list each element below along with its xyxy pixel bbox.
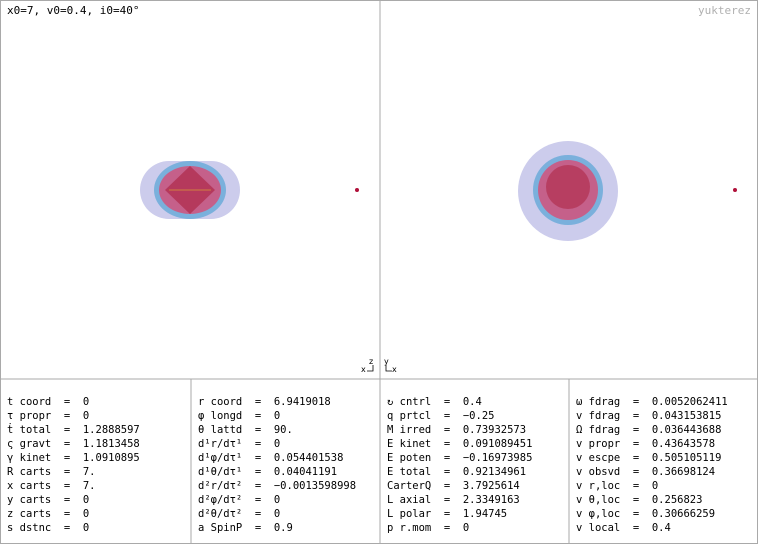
axis-glyph <box>385 365 392 372</box>
readout-row: ṫ total = 1.2888597 <box>7 424 140 436</box>
readout-column: t coord = 0 τ propr = 0 ṫ total = 1.288859… <box>7 395 140 535</box>
readout-row: τ propr = 0 <box>7 410 90 422</box>
particle <box>355 188 359 192</box>
readout-row: x carts = 7. <box>7 480 96 492</box>
readout-row: Ω fdrag = 0.036443688 <box>576 424 722 436</box>
readout-row: v escpe = 0.505105119 <box>576 452 722 464</box>
readout-row: d¹r/dτ¹ = 0 <box>198 438 281 450</box>
readout-row: L axial = 2.3349163 <box>387 494 520 506</box>
readout-row: E poten = −0.16973985 <box>387 452 533 464</box>
readout-row: d²r/dτ² = −0.0013598998 <box>198 480 357 492</box>
parameters: x0=7, v0=0.4, i0=40° <box>7 4 140 17</box>
readout-row: E kinet = 0.091089451 <box>387 438 533 450</box>
readout-column: ω fdrag = 0.0052062411 v fdrag = 0.043153… <box>576 395 728 535</box>
readout-row: a SpinP = 0.9 <box>198 522 293 534</box>
readout-row: s dstnc = 0 <box>7 522 90 534</box>
particle <box>733 188 737 192</box>
readout-row: θ lattd = 90. <box>198 424 293 436</box>
readout-row: t coord = 0 <box>7 396 90 408</box>
readout-row: ↻ cntrl = 0.4 <box>387 396 482 408</box>
author: yukterez <box>698 4 751 17</box>
axis-label: x <box>392 365 397 374</box>
readout-row: ς gravt = 1.1813458 <box>7 438 140 450</box>
readout-row: v r,loc = 0 <box>576 480 659 492</box>
readout-row: d²φ/dτ² = 0 <box>198 494 281 506</box>
readout-row: v φ,loc = 0.30666259 <box>576 508 716 520</box>
readout-row: z carts = 0 <box>7 508 90 520</box>
readout-row: CarterQ = 3.7925614 <box>387 480 520 492</box>
axis-label: z <box>369 357 373 366</box>
readout-row: d¹φ/dτ¹ = 0.054401538 <box>198 452 344 464</box>
readout-row: γ kinet = 1.0910895 <box>7 452 140 464</box>
readout-row: d¹θ/dτ¹ = 0.04041191 <box>198 466 338 478</box>
readout-row: ω fdrag = 0.0052062411 <box>576 396 728 408</box>
readout-column: r coord = 6.9419018 φ longd = 0 θ lattd = … <box>198 395 356 535</box>
readout-row: E total = 0.92134961 <box>387 466 527 478</box>
readout-row: v propr = 0.43643578 <box>576 438 716 450</box>
readout-row: d²θ/dτ² = 0 <box>198 508 281 520</box>
readout-row: M irred = 0.73932573 <box>387 424 527 436</box>
axis-glyph <box>367 365 374 372</box>
readout-row: q prtcl = −0.25 <box>387 410 495 422</box>
readout-row: φ longd = 0 <box>198 410 281 422</box>
singularity <box>546 165 590 209</box>
readout-column: ↻ cntrl = 0.4 q prtcl = −0.25 M irred = 0.… <box>387 395 532 535</box>
readout-row: L polar = 1.94745 <box>387 508 508 520</box>
readout-row: r coord = 6.9419018 <box>198 396 331 408</box>
readout-row: v θ,loc = 0.256823 <box>576 494 703 506</box>
axis-label: y <box>384 357 389 366</box>
readout-row: p r.mom = 0 <box>387 522 470 534</box>
readout-row: y carts = 0 <box>7 494 90 506</box>
readout-row: v fdrag = 0.043153815 <box>576 410 722 422</box>
readout-row: v local = 0.4 <box>576 522 671 534</box>
readout-row: R carts = 7. <box>7 466 96 478</box>
readout-row: v obsvd = 0.36698124 <box>576 466 716 478</box>
axis-label: x <box>361 365 366 374</box>
